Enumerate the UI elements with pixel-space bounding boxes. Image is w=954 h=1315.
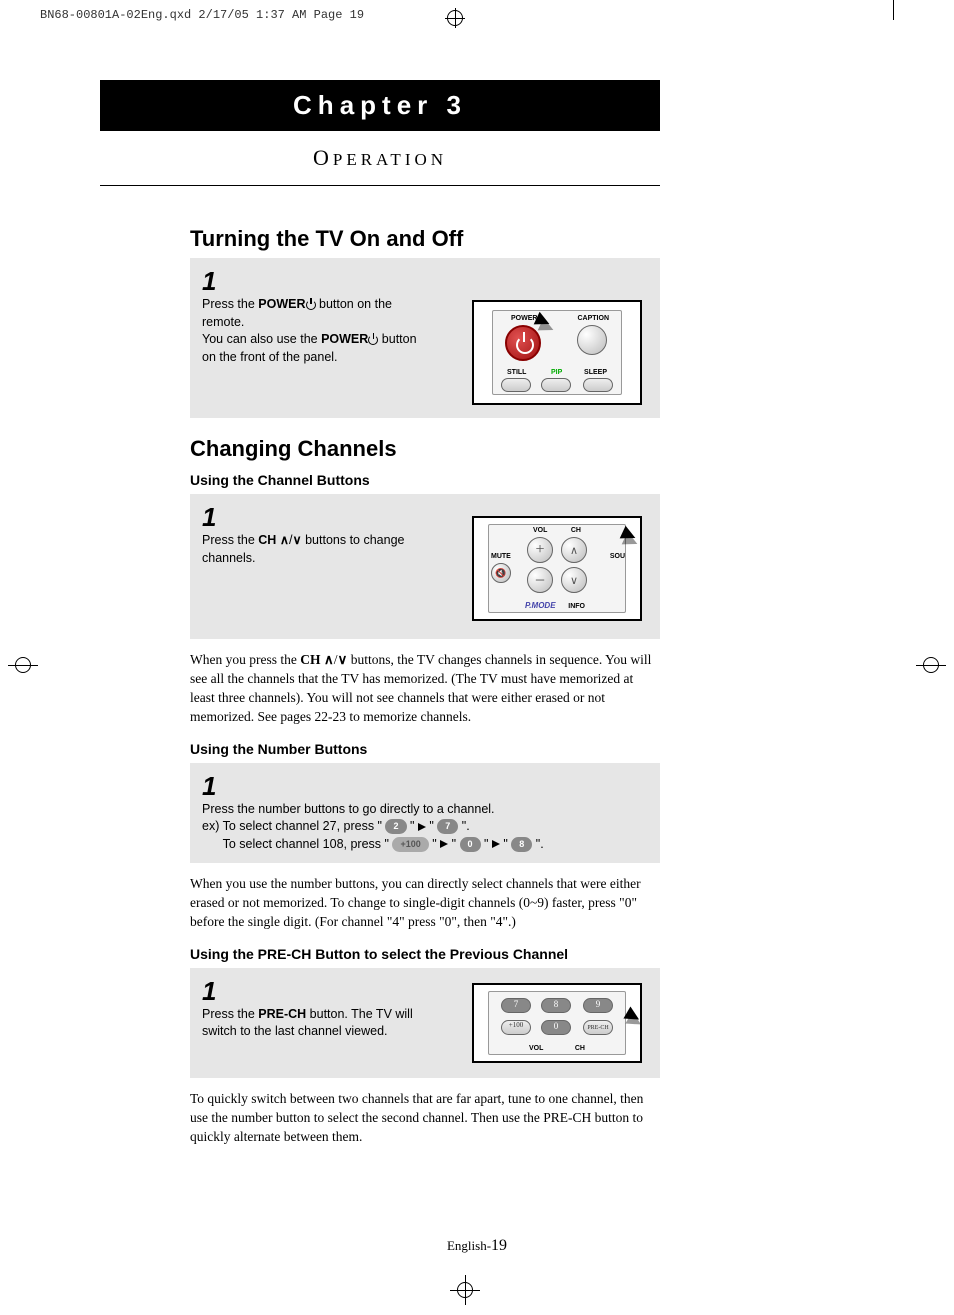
number-pill-7: 7: [437, 819, 458, 834]
step-number: 1: [202, 773, 648, 799]
crop-mark-right: [916, 650, 946, 680]
arrow-right-icon: [418, 823, 426, 831]
chapter-header: Chapter 3 OPERATION: [100, 80, 854, 186]
crop-line-right: [893, 0, 894, 20]
page-number: 19: [491, 1237, 507, 1254]
mute-icon: 🔇: [491, 563, 511, 583]
label-power: POWER: [511, 315, 537, 322]
label-ch: CH: [571, 527, 581, 534]
step-text: Press the POWER button on the remote. Yo…: [202, 296, 432, 366]
number-pill-100: +100: [392, 837, 428, 852]
label-vol: VOL: [533, 527, 547, 534]
subsection-prech: Using the PRE-CH Button to select the Pr…: [190, 946, 660, 962]
step-text: Press the PRE-CH button. The TV will swi…: [202, 1006, 432, 1041]
step-box-power: 1 Press the POWER button on the remote. …: [190, 258, 660, 418]
caption-button-icon: [577, 325, 607, 355]
chevron-up-icon: ∧: [324, 652, 334, 667]
page-footer: English-19: [0, 1237, 954, 1255]
pip-button-icon: [541, 378, 571, 392]
num-8-icon: 8: [541, 998, 571, 1013]
prech-button-icon: PRE-CH: [583, 1020, 613, 1035]
label-info: INFO: [568, 603, 585, 610]
chapter-subtitle: OPERATION: [100, 131, 660, 186]
sleep-button-icon: [583, 378, 613, 392]
step-box-channel: 1 Press the CH ∧/∨ buttons to change cha…: [190, 494, 660, 639]
num-0-icon: 0: [541, 1020, 571, 1035]
page-lang: English-: [447, 1238, 491, 1253]
body-number-buttons: When you use the number buttons, you can…: [190, 875, 660, 932]
label-ch: CH: [575, 1045, 585, 1052]
chevron-down-icon: ∨: [292, 533, 301, 547]
subsection-number-buttons: Using the Number Buttons: [190, 741, 660, 757]
section-title-power: Turning the TV On and Off: [190, 226, 660, 252]
vol-down-icon: −: [527, 567, 553, 593]
step-text: Press the number buttons to go directly …: [202, 801, 648, 854]
label-caption: CAPTION: [578, 315, 610, 322]
plus100-icon: +100: [501, 1020, 531, 1035]
subsection-channel-buttons: Using the Channel Buttons: [190, 472, 660, 488]
label-still: STILL: [507, 369, 526, 376]
step-text: Press the CH ∧/∨ buttons to change chann…: [202, 532, 432, 567]
print-meta: BN68-00801A-02Eng.qxd 2/17/05 1:37 AM Pa…: [0, 0, 954, 30]
ch-up-icon: ∧: [561, 537, 587, 563]
remote-illustration-channel: VOL CH + − ∧ ∨ MUTE 🔇 SOU P.MODE INFO: [472, 516, 642, 621]
power-icon: [306, 300, 316, 310]
still-button-icon: [501, 378, 531, 392]
crop-mark-bottom: [450, 1275, 480, 1305]
body-channel-sequence: When you press the CH ∧/∨ buttons, the T…: [190, 651, 660, 727]
chevron-down-icon: ∨: [338, 652, 348, 667]
chevron-up-icon: ∧: [280, 533, 289, 547]
number-pill-0: 0: [460, 837, 481, 852]
ch-down-icon: ∨: [561, 567, 587, 593]
number-pill-2: 2: [385, 819, 406, 834]
chapter-banner: Chapter 3: [100, 80, 660, 131]
power-icon: [368, 335, 378, 345]
body-prech: To quickly switch between two channels t…: [190, 1090, 660, 1147]
label-mute: MUTE: [491, 553, 511, 560]
vol-up-icon: +: [527, 537, 553, 563]
step-box-number: 1 Press the number buttons to go directl…: [190, 763, 660, 864]
arrow-right-icon: [492, 840, 500, 848]
step-box-prech: 1 Press the PRE-CH button. The TV will s…: [190, 968, 660, 1078]
label-sou: SOU: [610, 553, 625, 560]
section-title-channels: Changing Channels: [190, 436, 660, 462]
num-7-icon: 7: [501, 998, 531, 1013]
num-9-icon: 9: [583, 998, 613, 1013]
label-sleep: SLEEP: [584, 369, 607, 376]
power-button-icon: [505, 325, 541, 361]
number-pill-8: 8: [511, 837, 532, 852]
label-pip: PIP: [551, 369, 562, 376]
crop-mark-top: [445, 8, 465, 28]
step-number: 1: [202, 268, 648, 294]
arrow-right-icon: [440, 840, 448, 848]
remote-illustration-power: POWER CAPTION STILL PIP SLEEP: [472, 300, 642, 405]
remote-illustration-prech: 7 8 9 +100 0 PRE-CH VOL CH: [472, 983, 642, 1063]
label-pmode: P.MODE: [525, 601, 556, 610]
crop-mark-left: [8, 650, 38, 680]
label-vol: VOL: [529, 1045, 543, 1052]
